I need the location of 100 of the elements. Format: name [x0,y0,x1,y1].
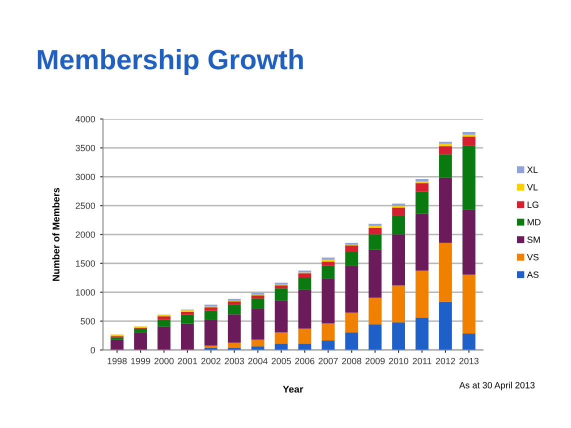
bar [392,208,406,216]
legend-label: MD [528,219,541,226]
x-tick-label: 2010 [388,358,408,364]
x-tick-label: 2013 [459,358,479,364]
bar [462,132,476,135]
y-tick-label: 4000 [75,116,96,122]
bar [110,340,124,350]
bar [134,332,147,350]
bar [416,183,428,192]
bar [274,288,288,300]
y-tick-label: 1000 [76,289,96,296]
x-axis-title: Year [282,386,304,393]
bar [228,301,241,304]
bar [462,210,476,275]
bar [439,178,452,243]
text: As at 30 April 2013 [459,382,535,390]
bar [416,270,428,318]
bar [158,326,170,350]
legend-label: VS [526,254,539,260]
bar [392,215,406,234]
bar [392,285,406,322]
bar [322,262,335,266]
y-tick-label: 2500 [76,202,96,209]
x-tick-label: 2011 [412,358,432,364]
bar [204,320,218,346]
bar [439,146,452,154]
x-tick-label: 1999 [131,358,150,364]
bar [462,334,476,350]
bar [345,245,358,252]
bar [251,298,264,308]
bar [180,314,194,324]
bar [322,323,335,340]
x-tick-label: 2005 [272,358,291,364]
x-tick-label: 1998 [108,358,127,364]
bar [180,324,194,350]
x-tick-label: 2006 [295,358,314,364]
bar [228,342,241,348]
bar [368,298,382,324]
bar [345,312,358,332]
x-tick-label: 2012 [436,358,456,364]
x-tick-label: 2001 [178,358,198,364]
bar [298,290,312,329]
bar [158,320,170,327]
legend-label: LG [528,202,538,208]
bar [228,304,241,314]
bar [345,266,358,312]
x-tick-label: 2000 [154,358,174,364]
bar [462,146,476,210]
bar [368,250,382,298]
bar [251,346,264,350]
bar [368,324,382,350]
legend-label: AS [526,271,539,278]
x-tick-label: 2004 [248,358,268,364]
bar [274,344,288,350]
y-tick-label: 3000 [76,174,96,180]
bar [345,332,358,350]
bar [392,322,406,350]
y-tick-label: 1500 [76,260,96,267]
bar [368,228,382,234]
x-tick-label: 2008 [342,358,362,364]
bar [298,273,312,278]
bar [322,266,335,278]
bar [274,332,288,344]
bar [251,340,264,346]
bar [228,314,241,343]
bar [110,337,124,340]
bar [274,300,288,332]
bar [439,302,452,350]
bar [158,316,170,320]
bar [322,278,335,324]
chart-title: Membership Growth [38,49,303,75]
bar [368,234,382,250]
bar [439,242,452,302]
x-tick-label: 2002 [201,358,220,364]
bar [251,295,264,298]
bar [322,340,335,350]
bar [298,344,312,350]
x-tick-label: 2007 [318,358,338,364]
y-axis-title: Number of Members [52,188,60,281]
y-tick-label: 2000 [76,231,96,238]
y-tick-label: 3500 [76,144,96,152]
bar [462,136,476,146]
bar [251,308,264,340]
bar [392,234,406,286]
legend-label: SM [527,236,540,243]
bar [298,328,312,344]
bar [439,154,452,178]
bar [416,214,428,271]
legend-label: VL [526,184,538,190]
legend-label: XL [527,166,538,173]
bar [345,252,358,266]
y-tick-label: 500 [80,318,96,324]
x-tick-label: 2009 [366,358,385,364]
bar [134,328,147,332]
x-tick-label: 2003 [224,358,244,364]
bar [298,278,312,290]
bar [204,310,218,320]
bar [416,192,428,214]
bar [462,274,476,334]
bar [416,318,428,350]
